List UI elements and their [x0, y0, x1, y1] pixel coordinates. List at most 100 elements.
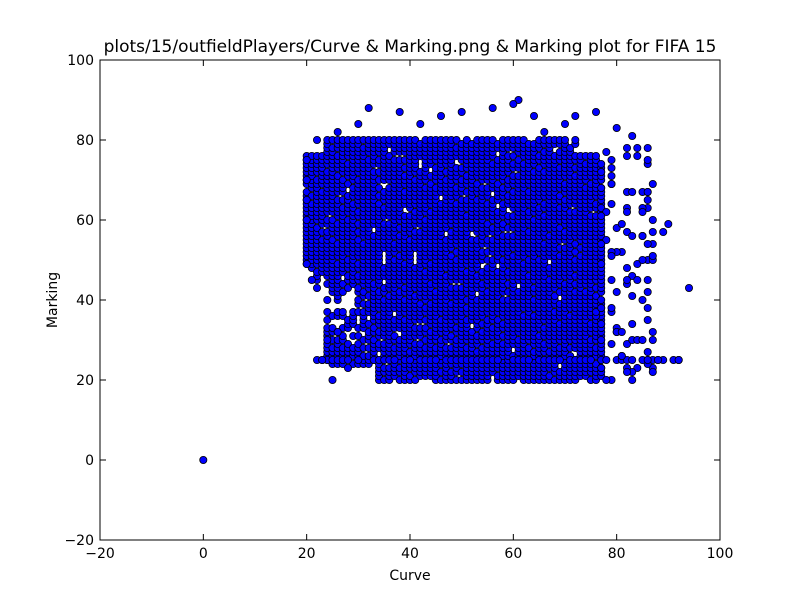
data-point: [312, 283, 321, 292]
data-point: [628, 231, 637, 240]
data-point: [597, 167, 606, 176]
data-point: [643, 355, 652, 364]
data-point: [602, 355, 611, 364]
data-point: [597, 295, 606, 304]
data-point: [643, 155, 652, 164]
data-point: [555, 355, 564, 364]
y-tick-label: 0: [85, 453, 94, 469]
y-tick-label: 60: [76, 213, 94, 229]
data-point: [483, 219, 492, 228]
data-point: [369, 335, 378, 344]
data-point: [633, 275, 642, 284]
data-point: [395, 108, 404, 117]
data-point: [343, 283, 352, 292]
data-point: [597, 239, 606, 248]
data-point: [602, 147, 611, 156]
data-point: [592, 108, 601, 117]
data-point: [354, 120, 363, 129]
data-point: [302, 175, 311, 184]
data-point: [467, 327, 476, 336]
data-point: [607, 171, 616, 180]
data-point: [617, 327, 626, 336]
data-point: [628, 291, 637, 300]
data-point: [421, 323, 430, 332]
data-point: [447, 251, 456, 260]
data-point: [628, 375, 637, 384]
data-point: [338, 175, 347, 184]
x-tick-label: 0: [199, 546, 208, 562]
data-point: [307, 275, 316, 284]
data-point: [592, 151, 601, 160]
data-point: [498, 219, 507, 228]
data-point: [607, 303, 616, 312]
data-point: [364, 104, 373, 113]
data-point: [571, 112, 580, 121]
data-point: [323, 295, 332, 304]
data-point: [493, 179, 502, 188]
data-point: [643, 315, 652, 324]
data-point: [524, 355, 533, 364]
x-tick-label: 80: [608, 546, 626, 562]
data-point: [354, 295, 363, 304]
x-tick-label: 60: [504, 546, 522, 562]
data-point: [607, 179, 616, 188]
data-point: [545, 371, 554, 380]
data-point: [659, 227, 668, 236]
data-point: [302, 259, 311, 268]
data-point: [643, 239, 652, 248]
data-point: [493, 355, 502, 364]
data-point: [323, 307, 332, 316]
data-point: [488, 104, 497, 113]
data-point: [648, 227, 657, 236]
data-point: [199, 455, 208, 464]
data-point: [648, 367, 657, 376]
data-point: [592, 307, 601, 316]
data-point: [338, 279, 347, 288]
data-point: [333, 327, 342, 336]
data-point: [628, 319, 637, 328]
y-axis-label: Marking: [45, 272, 61, 328]
data-point: [343, 179, 352, 188]
data-point: [592, 291, 601, 300]
data-point: [561, 120, 570, 129]
y-tick-label: 20: [76, 373, 94, 389]
axis-ticks: −20 0 20 40 60 80 100 −20 0 20 40 60 80 100: [64, 53, 733, 562]
data-point: [607, 163, 616, 172]
data-point: [597, 319, 606, 328]
data-point: [354, 331, 363, 340]
data-point: [571, 135, 580, 144]
data-point: [530, 112, 539, 121]
data-point: [643, 143, 652, 152]
x-tick-label: 40: [401, 546, 419, 562]
data-point: [643, 347, 652, 356]
data-point: [302, 195, 311, 204]
data-point: [323, 315, 332, 324]
data-point: [633, 143, 642, 152]
data-point: [633, 259, 642, 268]
data-point: [416, 299, 425, 308]
data-point: [623, 275, 632, 284]
data-point: [318, 355, 327, 364]
data-point: [628, 355, 637, 364]
data-point: [561, 135, 570, 144]
data-point: [623, 339, 632, 348]
data-point: [586, 355, 595, 364]
data-point: [592, 359, 601, 368]
data-point: [623, 227, 632, 236]
chart-title: plots/15/outfieldPlayers/Curve & Marking…: [104, 37, 717, 57]
data-point: [607, 339, 616, 348]
data-point: [374, 199, 383, 208]
x-tick-label: 20: [298, 546, 316, 562]
data-point: [509, 151, 518, 160]
data-point: [654, 355, 663, 364]
data-point: [643, 275, 652, 284]
data-point: [623, 367, 632, 376]
data-point: [369, 323, 378, 332]
data-point: [628, 131, 637, 140]
data-point: [390, 331, 399, 340]
data-point: [638, 231, 647, 240]
data-point: [638, 295, 647, 304]
data-point: [514, 155, 523, 164]
y-tick-label: 80: [76, 133, 94, 149]
data-point: [555, 223, 564, 232]
